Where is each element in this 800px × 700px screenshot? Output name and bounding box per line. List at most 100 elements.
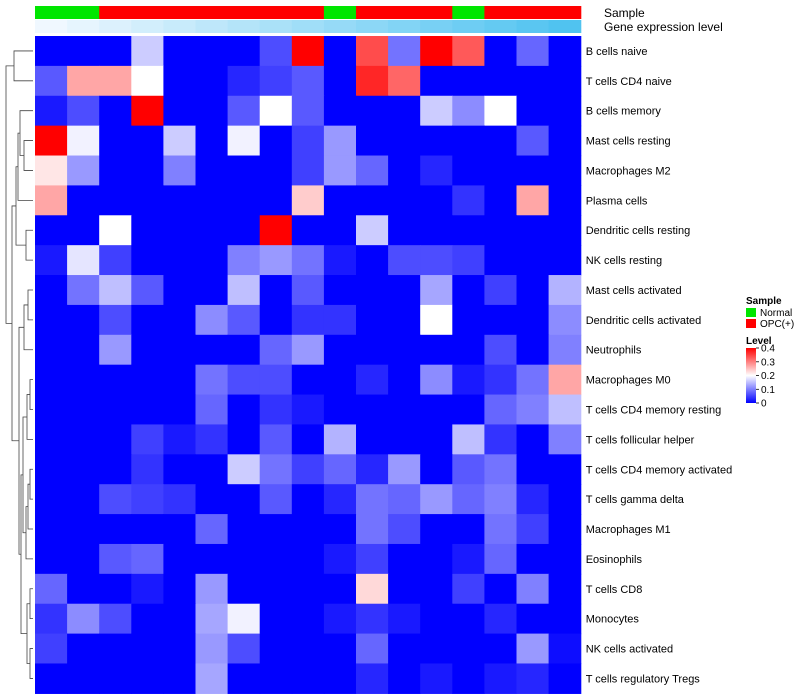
heatmap-cell [227,394,261,426]
heatmap-cell [420,334,453,366]
expression-annotation-cell [548,20,582,33]
heatmap-cell [452,484,485,515]
heatmap-cell [35,334,68,366]
heatmap-cell [356,603,389,635]
heatmap-cell [291,543,325,575]
heatmap-cell [131,155,164,186]
heatmap-cell [484,543,518,575]
heatmap-cell [323,394,357,426]
heatmap-cell [35,484,68,515]
expression-annotation-cell [259,20,293,33]
legend-level-tick-label: 0.4 [761,344,775,355]
heatmap-cell [484,454,518,485]
heatmap-cell [163,275,197,306]
heatmap-cell [163,543,197,575]
heatmap-cell [484,125,518,157]
heatmap-cell [420,573,453,605]
heatmap-cell [516,36,550,67]
heatmap-cell [35,36,68,67]
heatmap-cell [516,394,550,426]
heatmap-cell [420,633,453,665]
heatmap-cell [35,394,68,426]
heatmap-cell [291,603,325,635]
heatmap-cell [356,215,389,246]
heatmap-cell [484,215,518,246]
heatmap-cell [323,185,357,216]
heatmap-cell [452,245,485,276]
heatmap-cell [484,304,518,336]
heatmap-cell [516,573,550,605]
expression-annotation-cell [484,20,518,33]
heatmap-cell [259,215,293,246]
heatmap-cell [291,424,325,455]
sample-annotation-cell [259,6,293,19]
heatmap-cell [291,573,325,605]
heatmap-cell [452,364,485,396]
heatmap-cell [452,454,485,485]
heatmap-cell [516,95,550,127]
heatmap-cell [356,334,389,366]
legend-label-normal: Normal [760,308,792,319]
heatmap-cell [35,95,68,127]
sample-annotation-cell [484,6,518,19]
heatmap-cell [516,633,550,665]
heatmap-cell [67,454,100,485]
heatmap-cell [35,245,68,276]
heatmap-cell [163,573,197,605]
heatmap-cell [131,514,164,545]
heatmap-cell [388,454,421,485]
heatmap-cell [227,36,261,67]
heatmap-cell [323,334,357,366]
heatmap-cell [452,275,485,306]
row-label: Monocytes [586,614,640,626]
heatmap-cell [163,514,197,545]
heatmap-cell [99,245,132,276]
legend-level-tick-label: 0.2 [761,371,775,382]
heatmap-cell [131,245,164,276]
heatmap-cell [259,334,293,366]
expression-annotation-cell [516,20,550,33]
sample-annotation-cell [548,6,582,19]
heatmap-cell [259,95,293,127]
heatmap-cell [195,663,229,694]
heatmap-cell [388,543,421,575]
expression-annotation-cell [67,20,100,33]
row-label: Mast cells resting [586,136,671,148]
dendrogram-branch [29,379,33,410]
sample-annotation-cell [99,6,132,19]
heatmap-cell [356,633,389,665]
heatmap-cell [99,155,132,186]
heatmap-cell [195,424,229,455]
heatmap-cell [99,514,132,545]
heatmap-cell [484,663,518,694]
heatmap-cell [163,304,197,336]
row-label: Dendritic cells activated [586,315,702,327]
heatmap-cell [99,394,132,426]
heatmap-cells [35,36,582,694]
row-label: T cells regulatory Tregs [586,673,701,685]
heatmap-cell [131,364,164,396]
heatmap-cell [131,65,164,97]
heatmap-cell [388,364,421,396]
heatmap-cell [323,663,357,694]
heatmap-cell [420,484,453,515]
heatmap-cell [195,155,229,186]
row-label: Macrophages M1 [586,524,671,536]
heatmap-cell [452,185,485,216]
heatmap-cell [131,633,164,665]
heatmap-cell [548,65,582,97]
heatmap-cell [452,304,485,336]
heatmap-cell [227,65,261,97]
heatmap-cell [99,633,132,665]
heatmap-cell [484,275,518,306]
heatmap-cell [323,65,357,97]
expression-annotation-cell [452,20,485,33]
heatmap-cell [388,484,421,515]
legend-label-opc: OPC(+) [760,319,794,330]
heatmap-cell [323,36,357,67]
heatmap-cell [163,185,197,216]
heatmap-cell [227,514,261,545]
heatmap-cell [388,155,421,186]
heatmap-cell [516,454,550,485]
heatmap-cell [388,95,421,127]
